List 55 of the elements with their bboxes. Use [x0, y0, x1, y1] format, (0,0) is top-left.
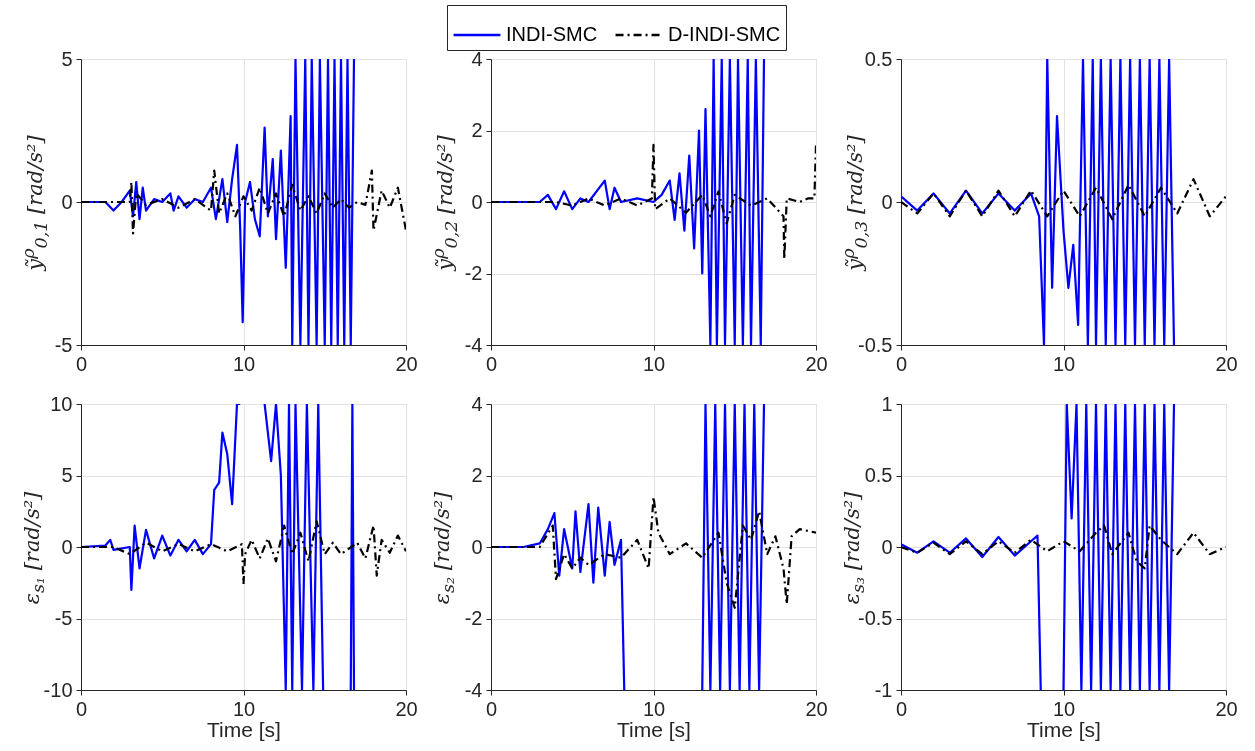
- x-tick-label: 10: [232, 697, 256, 720]
- x-tick-label: 0: [895, 352, 908, 375]
- y-tick-label: 0.5: [864, 47, 893, 70]
- line-series: [491, 143, 816, 261]
- x-tick-label: 0: [485, 352, 498, 375]
- x-tick-label: 10: [642, 352, 666, 375]
- y-tick-label: -2: [464, 607, 483, 629]
- y-tick-label: 0: [471, 190, 483, 213]
- y-tick-label: -2: [464, 262, 483, 284]
- x-tick-label: 0: [75, 352, 88, 375]
- y-tick-label: -4: [464, 678, 483, 701]
- y-tick-label: 0: [61, 535, 73, 558]
- y-tick-label: 0: [471, 535, 483, 558]
- y-tick-label: 0: [881, 190, 893, 213]
- y-tick-label: 0.5: [864, 464, 893, 486]
- line-series: [81, 169, 406, 235]
- x-axis-title: Time [s]: [1027, 717, 1101, 741]
- x-tick-label: 10: [642, 697, 666, 720]
- line-series: [491, 495, 816, 609]
- y-tick-label: 5: [61, 464, 73, 486]
- x-tick-label: 20: [1215, 352, 1238, 375]
- x-tick-label: 10: [232, 352, 256, 375]
- x-tick-label: 10: [1052, 352, 1076, 375]
- line-series: [901, 524, 1226, 570]
- y-tick-label: -5: [54, 607, 73, 629]
- y-tick-label: -10: [43, 678, 73, 701]
- x-axis-title: Time [s]: [617, 717, 691, 741]
- line-series: [81, 520, 406, 586]
- y-tick-label: -0.5: [858, 607, 893, 629]
- y-tick-label: 0: [61, 190, 73, 213]
- y-tick-label: 4: [471, 47, 483, 70]
- legend-label: INDI-SMC: [506, 23, 598, 45]
- y-tick-label: 0: [881, 535, 893, 558]
- line-series: [901, 178, 1226, 221]
- x-tick-label: 20: [395, 697, 418, 720]
- x-tick-label: 0: [895, 697, 908, 720]
- x-tick-label: 20: [1215, 697, 1238, 720]
- x-tick-label: 0: [75, 697, 88, 720]
- x-tick-label: 20: [395, 352, 418, 375]
- x-tick-label: 0: [485, 697, 498, 720]
- y-tick-label: -0.5: [858, 333, 893, 356]
- y-tick-label: 4: [471, 392, 483, 415]
- x-tick-label: 20: [805, 352, 828, 375]
- y-tick-label: 5: [61, 47, 73, 70]
- y-tick-label: 2: [471, 464, 483, 486]
- y-tick-label: -1: [874, 678, 893, 701]
- x-tick-label: 10: [1052, 697, 1076, 720]
- y-tick-label: 2: [471, 119, 483, 141]
- x-axis-title: Time [s]: [207, 717, 281, 741]
- x-tick-label: 20: [805, 697, 828, 720]
- y-tick-label: -5: [54, 333, 73, 356]
- y-tick-label: 1: [881, 392, 893, 415]
- y-tick-label: 10: [50, 392, 73, 415]
- y-tick-label: -4: [464, 333, 483, 356]
- legend-label: D-INDI-SMC: [668, 23, 781, 45]
